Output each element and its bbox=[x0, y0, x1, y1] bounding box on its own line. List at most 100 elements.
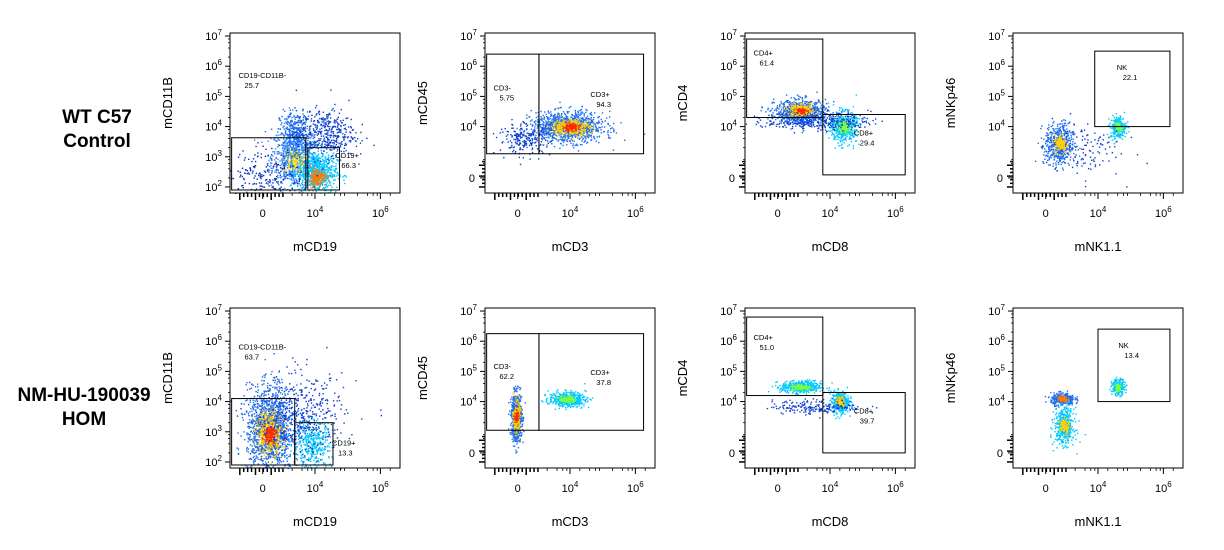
event-point bbox=[317, 131, 320, 133]
event-point bbox=[291, 170, 294, 173]
event-point bbox=[315, 126, 317, 128]
event-point bbox=[536, 137, 538, 139]
event-point bbox=[575, 115, 577, 117]
event-point bbox=[279, 160, 281, 162]
event-point bbox=[334, 171, 337, 173]
event-point bbox=[338, 136, 340, 138]
event-point bbox=[320, 135, 323, 137]
event-point bbox=[783, 103, 785, 106]
event-point bbox=[286, 154, 288, 156]
event-point bbox=[297, 182, 300, 184]
event-point bbox=[310, 182, 312, 184]
event-point bbox=[580, 135, 582, 137]
event-point bbox=[507, 134, 509, 136]
event-point bbox=[255, 145, 257, 148]
event-point bbox=[281, 158, 284, 160]
event-point bbox=[333, 158, 335, 160]
event-point bbox=[294, 152, 296, 155]
event-point bbox=[600, 118, 602, 121]
event-point bbox=[299, 143, 301, 145]
event-point bbox=[789, 101, 791, 103]
event-point bbox=[322, 167, 324, 169]
event-point bbox=[311, 183, 313, 185]
event-point bbox=[310, 142, 312, 144]
event-point bbox=[535, 120, 537, 122]
event-point bbox=[331, 164, 333, 167]
event-point bbox=[279, 119, 282, 122]
event-point bbox=[511, 127, 513, 129]
event-point bbox=[306, 150, 308, 152]
event-point bbox=[335, 163, 337, 165]
event-point bbox=[588, 124, 590, 126]
event-point bbox=[305, 189, 307, 192]
event-point bbox=[327, 123, 330, 125]
event-point bbox=[324, 119, 326, 121]
event-point bbox=[807, 101, 809, 104]
event-point bbox=[315, 162, 317, 165]
event-point bbox=[515, 151, 517, 153]
event-point bbox=[296, 159, 299, 161]
event-point bbox=[281, 167, 284, 170]
event-point bbox=[321, 168, 324, 170]
event-point bbox=[299, 129, 301, 132]
event-point bbox=[557, 107, 560, 110]
event-point bbox=[311, 114, 313, 116]
event-point bbox=[558, 134, 561, 136]
event-point bbox=[293, 165, 296, 167]
event-point bbox=[316, 168, 318, 171]
event-point bbox=[531, 148, 533, 151]
event-point bbox=[298, 145, 300, 147]
event-point bbox=[340, 120, 342, 122]
event-point bbox=[246, 170, 249, 172]
event-point bbox=[549, 117, 552, 120]
event-point bbox=[520, 123, 522, 125]
event-point bbox=[527, 136, 529, 139]
event-point bbox=[316, 157, 318, 160]
event-point bbox=[571, 139, 574, 142]
event-point bbox=[780, 101, 782, 103]
event-point bbox=[324, 177, 326, 179]
event-point bbox=[325, 148, 328, 150]
event-point bbox=[315, 179, 317, 181]
event-point bbox=[545, 130, 547, 132]
event-point bbox=[288, 149, 290, 152]
event-point bbox=[511, 144, 513, 147]
event-point bbox=[280, 133, 282, 136]
event-point bbox=[281, 166, 283, 169]
event-point bbox=[298, 153, 301, 155]
event-point bbox=[318, 175, 321, 177]
event-point bbox=[299, 168, 302, 170]
event-point bbox=[290, 156, 292, 158]
event-point bbox=[798, 98, 800, 101]
event-point bbox=[300, 138, 303, 141]
event-point bbox=[330, 184, 332, 186]
event-point bbox=[579, 124, 581, 126]
event-point bbox=[595, 125, 597, 127]
event-point bbox=[299, 169, 302, 172]
event-point bbox=[572, 125, 574, 127]
event-point bbox=[517, 135, 519, 138]
event-point bbox=[303, 157, 306, 159]
event-point bbox=[287, 116, 289, 119]
event-point bbox=[304, 129, 306, 131]
scatter-points bbox=[230, 89, 375, 194]
event-point bbox=[292, 179, 294, 181]
event-point bbox=[559, 136, 562, 138]
event-point bbox=[298, 188, 300, 190]
event-point bbox=[542, 123, 545, 126]
event-point bbox=[585, 125, 588, 127]
event-point bbox=[324, 171, 326, 173]
event-point bbox=[288, 165, 290, 167]
event-point bbox=[551, 119, 553, 121]
event-point bbox=[536, 140, 538, 142]
event-point bbox=[577, 132, 580, 135]
event-point bbox=[784, 110, 786, 113]
event-point bbox=[285, 174, 288, 176]
event-point bbox=[786, 114, 788, 116]
event-point bbox=[564, 138, 566, 140]
event-point bbox=[564, 134, 566, 136]
event-point bbox=[254, 165, 257, 167]
event-point bbox=[311, 161, 314, 164]
event-point bbox=[297, 140, 299, 142]
event-point bbox=[559, 124, 561, 127]
